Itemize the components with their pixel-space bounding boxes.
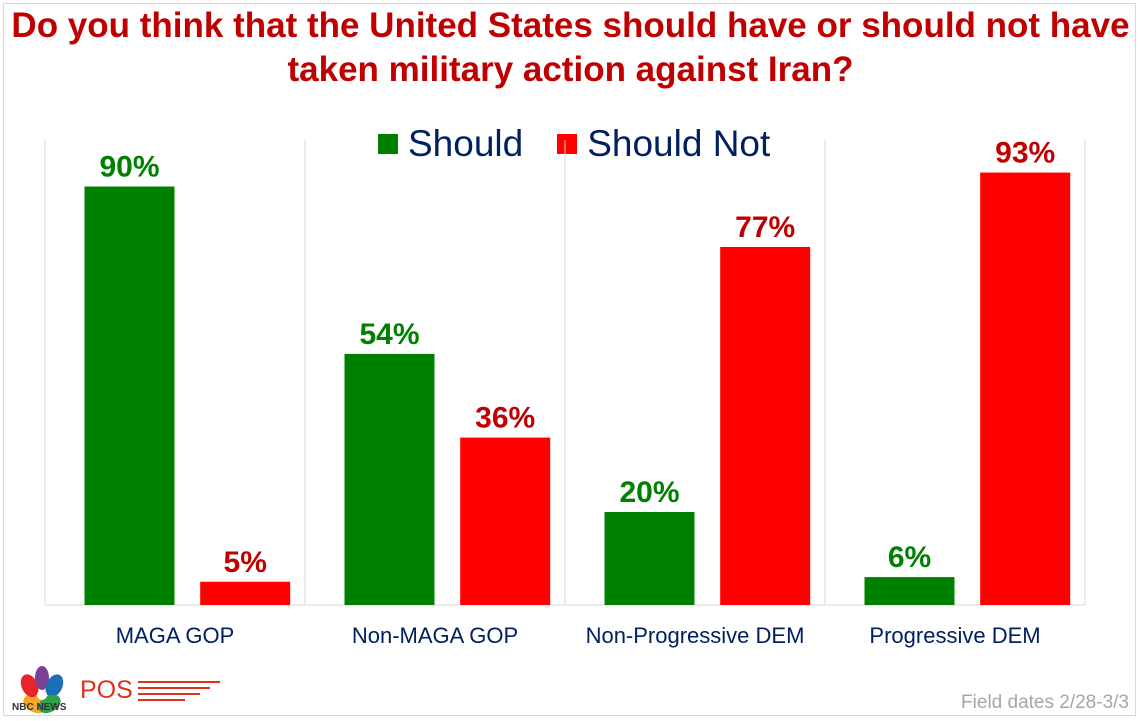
bar-should-maga-gop [84,186,175,605]
pos-wordmark: POS [80,676,133,704]
nbc-news-peacock-logo [20,666,220,714]
legend-label-should-not: Should Not [587,123,771,164]
data-label-should-not-non-progressive-dem: 77% [735,211,795,244]
legend-item-should-not: Should Not [557,123,770,165]
data-label-should-maga-gop: 90% [99,151,159,184]
bar-should-non-maga-gop [344,353,435,605]
data-label-should-non-progressive-dem: 20% [619,476,679,509]
legend-swatch-should-not [557,134,578,154]
category-label-progressive-dem: Progressive DEM [869,623,1040,648]
chart-legend: Should Should Not [378,123,804,165]
data-label-should-progressive-dem: 6% [888,541,931,574]
bar-should-not-maga-gop [200,581,291,605]
bar-should-non-progressive-dem [604,512,695,605]
category-label-non-progressive-dem: Non-Progressive DEM [586,623,805,648]
bar-should-not-progressive-dem [980,172,1071,606]
data-label-should-not-progressive-dem: 93% [995,137,1055,170]
chart-title: Do you think that the United States shou… [11,6,1130,89]
bar-should-progressive-dem [864,577,955,605]
data-label-should-non-maga-gop: 54% [359,318,419,351]
bar-should-not-non-maga-gop [460,437,551,605]
data-label-should-not-non-maga-gop: 36% [475,402,535,435]
pos-stripes [138,681,220,701]
legend-label-should: Should [408,123,524,164]
category-label-non-maga-gop: Non-MAGA GOP [352,623,518,648]
bar-should-not-non-progressive-dem [720,246,811,605]
legend-swatch-should [378,134,398,154]
category-label-maga-gop: MAGA GOP [116,623,235,648]
field-dates: Field dates 2/28-3/3 [961,692,1129,713]
data-label-should-not-maga-gop: 5% [224,546,267,579]
legend-item-should: Should [378,123,523,165]
nbc-news-wordmark: NBC NEWS [12,702,67,713]
chart-frame [3,3,1136,716]
